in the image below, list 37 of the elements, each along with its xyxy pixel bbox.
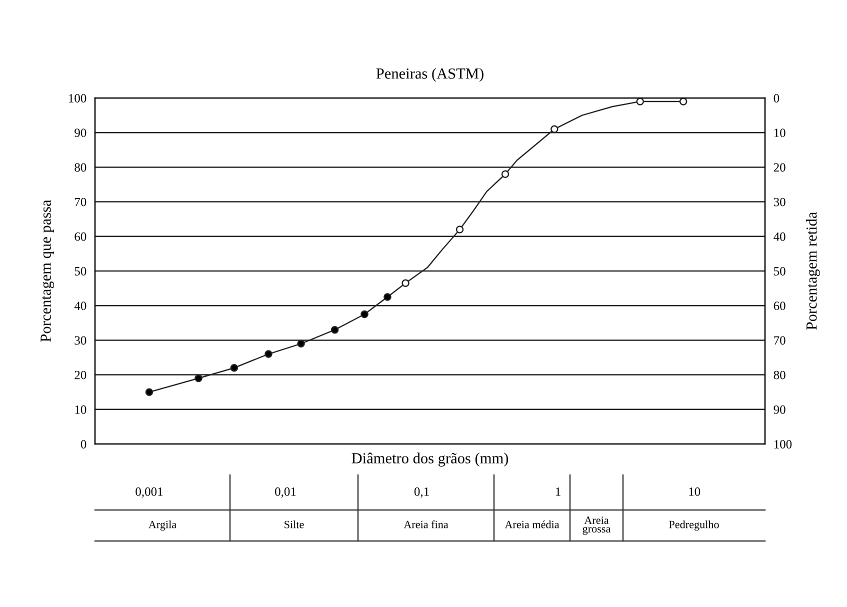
text: Silte — [284, 520, 304, 528]
x-tick-label: 0,001 — [136, 487, 163, 498]
y2-tick-label: 20 — [774, 163, 786, 172]
y-tick-label: 60 — [74, 232, 86, 241]
y-tick-label: 20 — [74, 370, 86, 380]
y-tick-label: 10 — [75, 405, 86, 414]
x-tick-label: 0,1 — [414, 487, 429, 498]
y2-tick-label: 70 — [774, 336, 786, 345]
x-axis-title: Diâmetro dos grãos (mm) — [352, 452, 508, 467]
y-tick-label: 50 — [74, 267, 86, 276]
text: Areia grossa — [582, 516, 611, 535]
y2-axis-title: Porcentagem retida — [806, 212, 820, 330]
y-tick-label: 80 — [74, 163, 86, 172]
chart-title: Peneiras (ASTM) — [376, 68, 484, 82]
x-tick-label: 0,01 — [275, 487, 296, 498]
y2-tick-label: 30 — [774, 198, 786, 206]
text: Pedregulho — [669, 520, 719, 531]
x-tick-label: 10 — [689, 487, 700, 496]
y2-tick-label: 60 — [774, 302, 786, 310]
x-tick-label: 1 — [556, 487, 560, 496]
y2-tick-label: 100 — [774, 440, 792, 448]
text: Areia média — [504, 520, 560, 528]
y2-tick-label: 80 — [774, 370, 786, 380]
y-tick-label: 40 — [74, 302, 86, 310]
y-axis-title: Porcentagem que passa — [40, 200, 54, 342]
text: Argila — [148, 520, 176, 531]
y-tick-label: 30 — [74, 336, 86, 345]
y2-tick-label: 50 — [774, 267, 786, 276]
y2-tick-label: 0 — [774, 94, 780, 102]
y2-tick-label: 10 — [774, 128, 786, 138]
text: Areia fina — [404, 520, 448, 528]
y-tick-label: 70 — [74, 198, 86, 206]
y2-tick-label: 40 — [774, 232, 786, 241]
y-tick-label: 0 — [80, 440, 86, 448]
y2-tick-label: 90 — [774, 405, 786, 414]
y-tick-label: 100 — [69, 94, 86, 102]
y-tick-label: 90 — [74, 128, 86, 138]
